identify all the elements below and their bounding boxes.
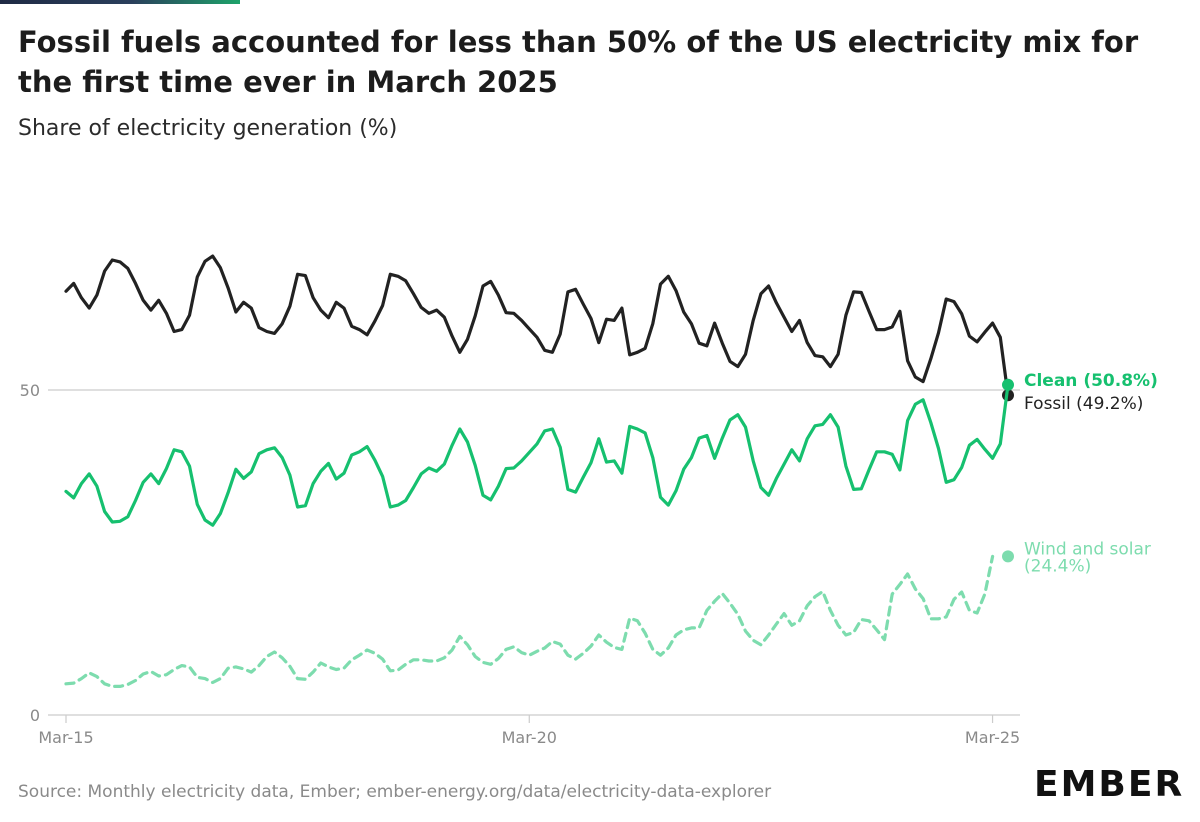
x-tick-label: Mar-20 (502, 728, 557, 747)
source-note: Source: Monthly electricity data, Ember;… (18, 782, 772, 802)
series-layer (64, 254, 1014, 688)
series-line-wind-solar (64, 554, 995, 688)
y-tick-label: 50 (20, 381, 40, 400)
chart-subtitle: Share of electricity generation (%) (18, 116, 398, 141)
series-line-fossil (64, 254, 1010, 397)
label-fossil: Fossil (49.2%) (1024, 394, 1143, 414)
chart-title: Fossil fuels accounted for less than 50%… (18, 25, 1139, 99)
label-layer: Clean (50.8%) Fossil (49.2%) Wind and sola… (1024, 371, 1158, 577)
ember-logo: EMBER (1034, 764, 1185, 805)
x-tick-label: Mar-25 (965, 728, 1020, 747)
endpoint-dot-clean (1002, 378, 1014, 391)
endpoint-dot-wind-solar (1002, 550, 1014, 563)
y-tick-label: 0 (30, 706, 40, 725)
top-accent-bar (0, 0, 240, 4)
series-line-clean (64, 383, 1010, 527)
x-tick-label: Mar-15 (38, 728, 93, 747)
label-wind-solar-line2: (24.4%) (1024, 556, 1091, 576)
axis-layer: 0 50 Mar-15 Mar-20 Mar-25 (20, 381, 1021, 747)
label-wind-solar: Wind and solar (24.4%) (1024, 539, 1151, 576)
label-wind-solar-line1: Wind and solar (1024, 539, 1151, 559)
label-clean: Clean (50.8%) (1024, 371, 1158, 391)
